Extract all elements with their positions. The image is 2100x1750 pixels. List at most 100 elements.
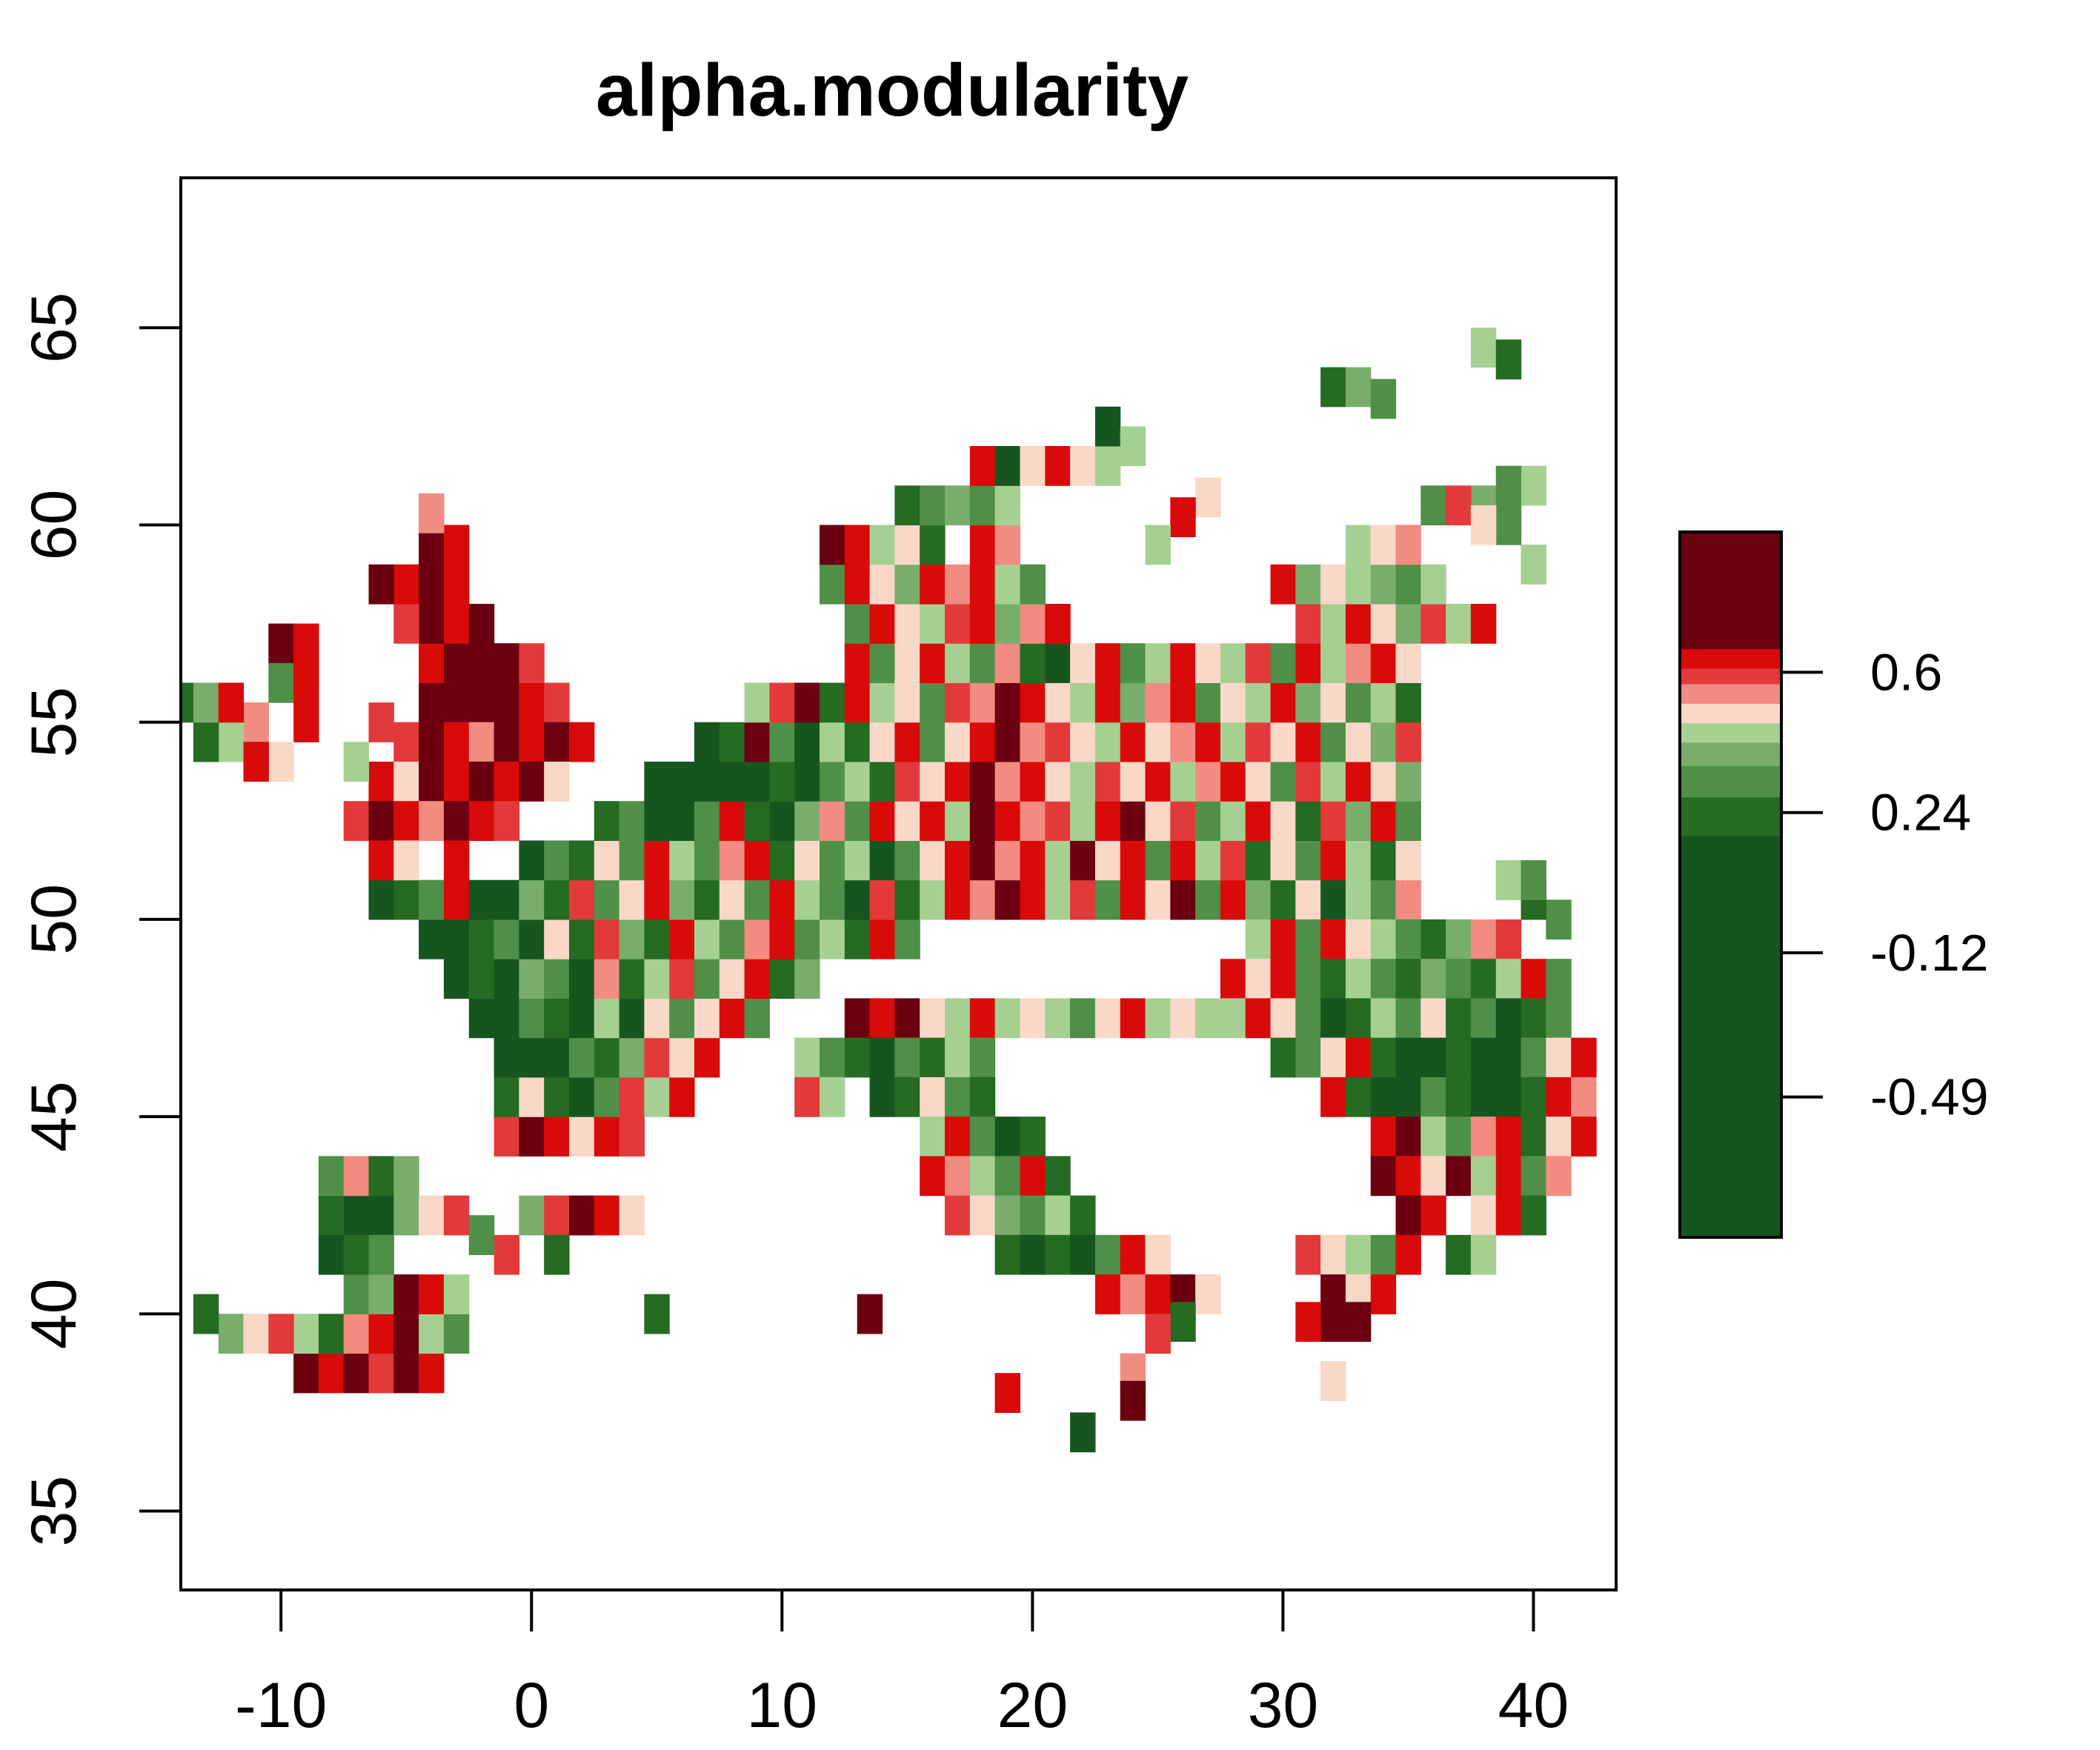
heatmap-cell bbox=[669, 998, 695, 1039]
heatmap-cell bbox=[619, 1077, 645, 1117]
heatmap-cell bbox=[1370, 840, 1397, 881]
heatmap-cell bbox=[844, 564, 871, 605]
heatmap-cell bbox=[820, 762, 845, 802]
heatmap-cell bbox=[1370, 604, 1397, 644]
heatmap-cell bbox=[1446, 1077, 1472, 1117]
y-tick-label: 65 bbox=[19, 292, 90, 363]
heatmap-cell bbox=[619, 1195, 645, 1236]
heatmap-cell bbox=[1521, 998, 1546, 1039]
heatmap-cell bbox=[1320, 762, 1346, 802]
heatmap-cell bbox=[1220, 682, 1246, 723]
heatmap-cell bbox=[1370, 998, 1397, 1039]
colorbar-band bbox=[1680, 722, 1781, 743]
heatmap-cell bbox=[1270, 801, 1296, 841]
heatmap-cell bbox=[594, 879, 620, 920]
heatmap-cell bbox=[468, 959, 495, 999]
heatmap-cell bbox=[994, 1195, 1020, 1236]
heatmap-cell bbox=[1295, 998, 1321, 1039]
heatmap-cell bbox=[719, 762, 745, 802]
heatmap-cell bbox=[1270, 1037, 1296, 1078]
chart-title: alpha.modularity bbox=[596, 49, 1189, 132]
heatmap-cell bbox=[468, 998, 495, 1039]
x-tick-label: -10 bbox=[235, 1670, 327, 1741]
heatmap-cell bbox=[318, 1234, 345, 1275]
heatmap-cell bbox=[594, 959, 620, 999]
heatmap-cell bbox=[694, 879, 720, 920]
heatmap-cell bbox=[644, 801, 670, 841]
heatmap-cell bbox=[1195, 1274, 1221, 1314]
heatmap-cell bbox=[945, 1195, 971, 1236]
heatmap-cell bbox=[544, 1077, 570, 1117]
heatmap-cell bbox=[1170, 682, 1196, 723]
heatmap-cell bbox=[1094, 682, 1121, 723]
heatmap-cell bbox=[1320, 1037, 1346, 1078]
heatmap-cell bbox=[1220, 762, 1246, 802]
heatmap-cell bbox=[894, 1037, 920, 1078]
heatmap-cell bbox=[519, 998, 545, 1039]
heatmap-cell bbox=[368, 1274, 394, 1314]
heatmap-cell bbox=[1421, 1195, 1446, 1236]
heatmap-cell bbox=[1045, 446, 1071, 486]
heatmap-cell bbox=[343, 1353, 370, 1394]
heatmap-cell bbox=[1020, 682, 1046, 723]
heatmap-cell bbox=[1521, 1195, 1546, 1236]
heatmap-cell bbox=[769, 762, 795, 802]
heatmap-cell bbox=[368, 1314, 394, 1354]
heatmap-cell bbox=[1345, 1302, 1372, 1343]
heatmap-cell bbox=[1521, 465, 1546, 506]
heatmap-cell bbox=[1220, 801, 1246, 841]
heatmap-cell bbox=[193, 1294, 219, 1334]
colorbar-band bbox=[1680, 532, 1781, 650]
heatmap-cell bbox=[1395, 762, 1421, 802]
heatmap-cell bbox=[619, 801, 645, 841]
heatmap-cell bbox=[1571, 1037, 1597, 1078]
heatmap-cell bbox=[844, 643, 871, 683]
colorbar-band bbox=[1680, 703, 1781, 724]
heatmap-cell bbox=[1370, 1274, 1397, 1314]
heatmap-cell bbox=[1446, 998, 1472, 1039]
heatmap-cell bbox=[669, 919, 695, 959]
heatmap-cell bbox=[820, 801, 845, 841]
heatmap-cell bbox=[519, 1195, 545, 1236]
heatmap-cell bbox=[468, 722, 495, 762]
heatmap-cell bbox=[1470, 959, 1497, 999]
heatmap-cell bbox=[1421, 564, 1446, 605]
heatmap-cell bbox=[494, 919, 519, 959]
heatmap-cell bbox=[1320, 604, 1346, 644]
heatmap-cell bbox=[1421, 604, 1446, 644]
heatmap-cell bbox=[869, 998, 895, 1039]
heatmap-cell bbox=[1470, 604, 1497, 644]
heatmap-cell bbox=[694, 959, 720, 999]
heatmap-cell bbox=[1370, 643, 1397, 683]
heatmap-cell bbox=[1145, 998, 1171, 1039]
heatmap-cell bbox=[1495, 339, 1522, 380]
heatmap-cell bbox=[1195, 840, 1221, 881]
heatmap-cell bbox=[820, 840, 845, 881]
heatmap-cell bbox=[368, 801, 394, 841]
heatmap-cell bbox=[1320, 879, 1346, 920]
heatmap-cell bbox=[1045, 604, 1071, 644]
heatmap-cell bbox=[1370, 379, 1397, 419]
heatmap-cell bbox=[1495, 1117, 1522, 1157]
heatmap-cell bbox=[1345, 801, 1372, 841]
heatmap-cell bbox=[1421, 998, 1446, 1039]
heatmap-cell bbox=[794, 801, 820, 841]
heatmap-cell bbox=[1446, 959, 1472, 999]
heatmap-cell bbox=[1045, 682, 1071, 723]
heatmap-cell bbox=[844, 604, 871, 644]
heatmap-cell bbox=[1495, 1195, 1522, 1236]
heatmap-cell bbox=[1045, 762, 1071, 802]
heatmap-cell bbox=[1320, 919, 1346, 959]
heatmap-cell bbox=[945, 879, 971, 920]
heatmap-cell bbox=[869, 840, 895, 881]
heatmap-cell bbox=[794, 840, 820, 881]
heatmap-cell bbox=[1270, 998, 1296, 1039]
heatmap-cell bbox=[1395, 998, 1421, 1039]
heatmap-cell bbox=[1470, 998, 1497, 1039]
heatmap-cell bbox=[994, 722, 1020, 762]
heatmap-cell bbox=[544, 1037, 570, 1078]
heatmap-cell bbox=[1345, 722, 1372, 762]
heatmap-cell bbox=[1120, 762, 1146, 802]
heatmap-cell bbox=[1020, 1234, 1046, 1275]
